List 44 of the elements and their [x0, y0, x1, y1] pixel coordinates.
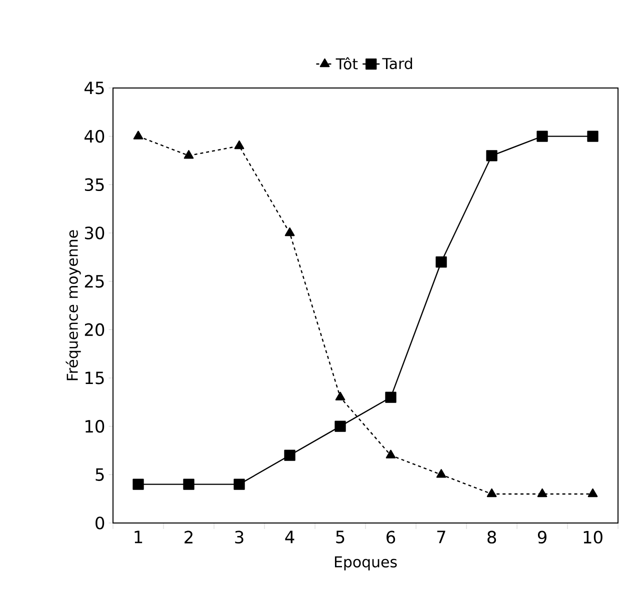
point	[234, 478, 245, 490]
y-tick-label: 25	[84, 274, 104, 288]
x-tick-label: 5	[336, 530, 344, 544]
x-tick-label: 6	[386, 530, 396, 544]
y-tick-label: 20	[84, 323, 104, 336]
point	[334, 420, 346, 432]
point	[335, 392, 346, 400]
x-tick-label: 10	[584, 530, 602, 544]
legend-label: Tard	[382, 58, 412, 70]
x-tick-label: 7	[437, 530, 446, 544]
point	[284, 227, 295, 236]
y-tick-label: 45	[84, 82, 104, 94]
point	[184, 150, 194, 159]
point	[436, 469, 446, 478]
x-tick-label: 1	[134, 530, 142, 544]
point	[588, 488, 598, 498]
point	[234, 140, 244, 150]
y-tick-label: 0	[96, 516, 104, 530]
x-tick-label: 8	[488, 530, 496, 544]
point	[537, 488, 548, 498]
y-tick-label: 40	[84, 130, 104, 143]
y-tick-label: 35	[84, 178, 104, 192]
y-tick-label: 15	[86, 372, 104, 384]
x-tick-label: 4	[285, 530, 294, 544]
point	[386, 450, 396, 458]
point	[284, 450, 296, 461]
point	[486, 488, 497, 498]
x-axis-title: Epoques	[334, 556, 397, 570]
x-tick-label: 9	[538, 530, 546, 544]
y-axis-title: Fréquence moyenne	[66, 230, 81, 380]
point	[587, 130, 598, 142]
x-tick-label: 2	[184, 530, 192, 544]
y-tick-label: 10	[86, 420, 104, 433]
point	[536, 130, 548, 142]
point	[436, 256, 447, 268]
x-tick-label: 3	[235, 530, 244, 544]
point	[133, 130, 144, 140]
point	[132, 478, 144, 490]
y-tick-label: 30	[84, 226, 104, 240]
legend-label: Tôt	[336, 57, 358, 70]
point	[486, 150, 498, 162]
y-tick-label: 5	[96, 468, 104, 481]
point	[385, 392, 396, 403]
point	[183, 478, 194, 490]
